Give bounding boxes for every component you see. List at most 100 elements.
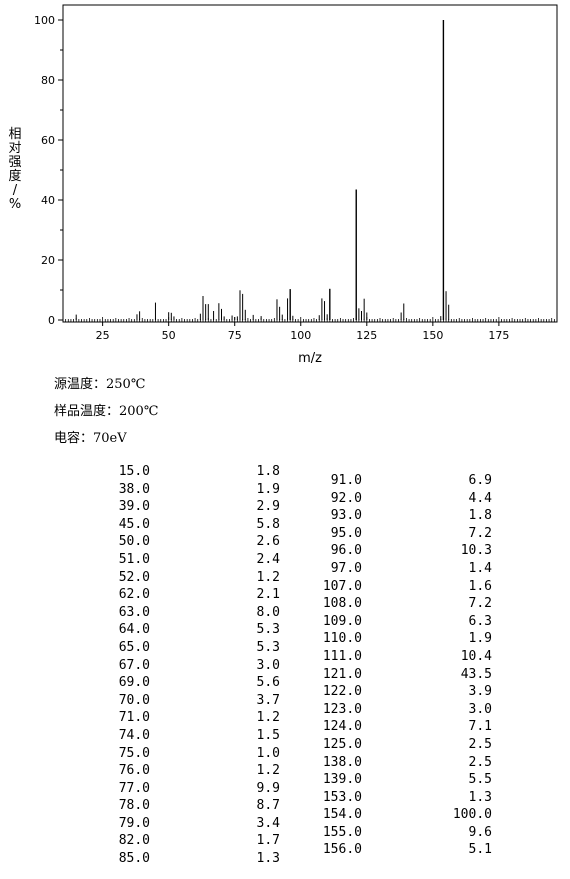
peak-mz: 156.0 xyxy=(322,842,362,858)
peak-abundance: 1.2 xyxy=(256,569,280,585)
peak-abundance: 1.7 xyxy=(256,833,280,849)
peak-mz: 82.0 xyxy=(118,833,150,849)
y-axis-title-char: / xyxy=(13,183,18,198)
x-tick-label: 125 xyxy=(356,329,377,342)
peak-abundance: 1.3 xyxy=(256,851,280,867)
peak-mz: 77.0 xyxy=(118,780,150,796)
peak-row: 62.0 2.1 xyxy=(60,586,280,604)
peak-mz: 122.0 xyxy=(322,684,362,700)
peak-row: 121.0 43.5 xyxy=(285,666,492,684)
peak-mz: 67.0 xyxy=(118,657,150,673)
peak-row: 52.0 1.2 xyxy=(60,569,280,587)
x-tick-label: 25 xyxy=(96,329,110,342)
peak-abundance: 2.1 xyxy=(256,587,280,603)
peak-mz: 123.0 xyxy=(322,701,362,717)
peak-abundance: 2.5 xyxy=(468,754,492,770)
peak-mz: 71.0 xyxy=(118,710,150,726)
peak-mz: 75.0 xyxy=(118,745,150,761)
peak-row: 50.0 2.6 xyxy=(60,533,280,551)
y-tick-label: 80 xyxy=(41,74,55,87)
peak-mz: 139.0 xyxy=(322,772,362,788)
peak-row: 139.0 5.5 xyxy=(285,771,492,789)
peak-abundance: 2.5 xyxy=(468,736,492,752)
peak-row: 65.0 5.3 xyxy=(60,639,280,657)
peak-mz: 15.0 xyxy=(118,464,150,479)
peak-mz: 138.0 xyxy=(322,754,362,770)
peak-row: 82.0 1.7 xyxy=(60,832,280,850)
peak-row: 75.0 1.0 xyxy=(60,745,280,763)
peak-mz: 38.0 xyxy=(118,481,150,497)
peak-row: 85.0 1.3 xyxy=(60,850,280,868)
peak-abundance: 5.3 xyxy=(256,622,280,638)
peak-row: 123.0 3.0 xyxy=(285,701,492,719)
y-axis-title-char: 强 xyxy=(8,155,21,170)
peak-row: 63.0 8.0 xyxy=(60,604,280,622)
peak-abundance: 9.6 xyxy=(468,824,492,840)
y-axis-title-char: 度 xyxy=(8,168,21,184)
peak-mz: 52.0 xyxy=(118,569,150,585)
peak-mz: 109.0 xyxy=(322,613,362,629)
peak-abundance: 9.9 xyxy=(256,780,280,796)
peak-row: 92.0 4.4 xyxy=(285,490,492,508)
peak-row: 110.0 1.9 xyxy=(285,630,492,648)
peak-mz: 110.0 xyxy=(322,631,362,647)
peak-abundance: 1.3 xyxy=(468,789,492,805)
peak-abundance: 7.1 xyxy=(468,719,492,735)
peak-mz: 96.0 xyxy=(330,543,362,559)
peak-row: 96.0 10.3 xyxy=(285,542,492,560)
peak-abundance: 1.8 xyxy=(256,464,280,479)
peak-abundance: 1.8 xyxy=(468,508,492,524)
peak-mz: 155.0 xyxy=(322,824,362,840)
peak-row: 93.0 1.8 xyxy=(285,507,492,525)
peak-mz: 95.0 xyxy=(330,525,362,541)
peak-mz: 45.0 xyxy=(118,516,150,532)
peak-mz: 79.0 xyxy=(118,815,150,831)
peak-abundance: 5.8 xyxy=(256,516,280,532)
peak-abundance: 1.9 xyxy=(256,481,280,497)
mass-spectrum-chart: 0 20 40 60 80 100 25 50 75 100 125 150 175 m/z 相对强度… xyxy=(8,4,558,366)
peak-row: 122.0 3.9 xyxy=(285,683,492,701)
peak-mz: 74.0 xyxy=(118,727,150,743)
peak-row: 76.0 1.2 xyxy=(60,762,280,780)
peak-abundance: 43.5 xyxy=(460,666,492,682)
peak-abundance: 10.3 xyxy=(460,543,492,559)
y-tick-label: 0 xyxy=(48,314,55,327)
y-tick-label: 60 xyxy=(41,134,55,147)
peak-abundance: 5.5 xyxy=(468,772,492,788)
peak-row: 38.0 1.9 xyxy=(60,481,280,499)
peak-abundance: 6.3 xyxy=(468,613,492,629)
peak-abundance: 1.5 xyxy=(256,727,280,743)
peak-abundance: 6.9 xyxy=(468,473,492,488)
peak-row: 74.0 1.5 xyxy=(60,727,280,745)
peak-row: 153.0 1.3 xyxy=(285,789,492,807)
peak-row: 155.0 9.6 xyxy=(285,824,492,842)
peak-mz: 50.0 xyxy=(118,534,150,550)
y-axis-title-char: 相 xyxy=(8,127,21,142)
x-axis-title: m/z xyxy=(298,351,322,366)
peak-mz: 125.0 xyxy=(322,736,362,752)
peak-table-right: 91.0 6.9 92.0 4.4 93.0 1.8 95.0 7.2 96.0 10.3 97.0… xyxy=(285,472,492,859)
peak-mz: 70.0 xyxy=(118,692,150,708)
peak-abundance: 7.2 xyxy=(468,596,492,612)
peak-mz: 69.0 xyxy=(118,675,150,691)
peak-row: 107.0 1.6 xyxy=(285,578,492,596)
peak-mz: 39.0 xyxy=(118,499,150,515)
peak-row: 111.0 10.4 xyxy=(285,648,492,666)
peak-mz: 121.0 xyxy=(322,666,362,682)
peak-row: 71.0 1.2 xyxy=(60,709,280,727)
peak-row: 70.0 3.7 xyxy=(60,692,280,710)
peak-row: 125.0 2.5 xyxy=(285,736,492,754)
peak-abundance: 2.4 xyxy=(256,551,280,567)
peak-abundance: 1.6 xyxy=(468,578,492,594)
peak-abundance: 5.1 xyxy=(468,842,492,858)
peak-mz: 63.0 xyxy=(118,604,150,620)
peak-mz: 51.0 xyxy=(118,551,150,567)
y-tick-label: 20 xyxy=(41,254,55,267)
peak-abundance: 10.4 xyxy=(460,648,492,664)
peak-mz: 65.0 xyxy=(118,639,150,655)
x-tick-label: 175 xyxy=(488,329,509,342)
peak-mz: 111.0 xyxy=(322,648,362,664)
peak-abundance: 1.9 xyxy=(468,631,492,647)
peak-mz: 93.0 xyxy=(330,508,362,524)
peak-abundance: 3.0 xyxy=(256,657,280,673)
